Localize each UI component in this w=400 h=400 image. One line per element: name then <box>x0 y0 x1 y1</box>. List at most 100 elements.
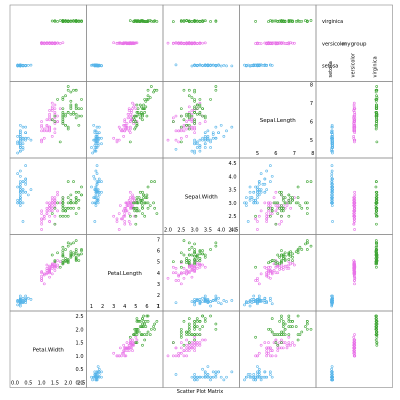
point-virginica-14-r3c0 <box>77 259 81 262</box>
point-virginica-49-r2c4 <box>374 201 378 205</box>
point-setosa-34-r3c2 <box>195 299 199 302</box>
point-virginica-29-r3c2 <box>193 251 196 255</box>
point-setosa-42-r2c3 <box>245 196 248 199</box>
point-setosa-47-r0c3 <box>248 64 252 68</box>
point-versicolor-26-r2c3 <box>289 206 293 210</box>
point-virginica-21-r1c1 <box>133 127 137 131</box>
point-virginica-46-r3c0 <box>64 260 67 264</box>
point-virginica-23-r2c0 <box>61 209 65 213</box>
point-setosa-40-r2c0 <box>21 188 25 191</box>
tick-label-x-PetalWidth-5: 2.5 <box>78 381 86 387</box>
point-setosa-18-r3c3 <box>269 296 272 300</box>
point-virginica-4-r4c1 <box>143 322 147 326</box>
point-virginica-38-r3c0 <box>61 262 65 266</box>
point-virginica-13-r2c3 <box>269 214 272 218</box>
point-virginica-26-r2c0 <box>61 206 65 210</box>
point-versicolor-21-r2c1 <box>123 206 127 210</box>
point-versicolor-46-r1c2 <box>190 125 194 129</box>
point-versicolor-23-r2c0 <box>45 206 49 210</box>
point-virginica-22-r1c0 <box>66 88 70 92</box>
point-versicolor-8-r3c2 <box>190 264 194 268</box>
point-versicolor-43-r3c4 <box>352 279 356 282</box>
point-versicolor-39-r1c2 <box>179 129 183 133</box>
point-virginica-35-r3c2 <box>193 248 196 251</box>
point-versicolor-34-r1c2 <box>193 131 196 135</box>
point-setosa-20-r1c1 <box>97 131 101 135</box>
point-virginica-17-r4c3 <box>305 322 309 326</box>
point-virginica-34-r3c3 <box>276 253 280 257</box>
point-versicolor-0-r1c1 <box>131 101 134 105</box>
point-setosa-47-r2c4 <box>330 196 333 199</box>
point-virginica-36-r3c2 <box>203 253 207 257</box>
point-virginica-40-r3c2 <box>195 253 199 257</box>
point-virginica-36-r2c0 <box>77 190 81 194</box>
point-virginica-47-r4c2 <box>193 327 196 331</box>
point-setosa-49-r0c1 <box>94 63 98 67</box>
point-setosa-43-r1c2 <box>206 138 210 142</box>
point-setosa-32-r3c2 <box>222 299 226 302</box>
point-versicolor-33-r2c0 <box>56 209 59 213</box>
point-setosa-46-r1c2 <box>214 136 218 140</box>
point-setosa-46-r1c1 <box>96 136 100 140</box>
point-versicolor-27-r0c1 <box>134 41 138 45</box>
point-versicolor-45-r4c1 <box>125 349 129 352</box>
point-setosa-15-r1c1 <box>95 125 99 129</box>
tick-label-y-SepalWidth-1: 2.5 <box>229 214 237 220</box>
tick-label-x-PetalLength-5: 6 <box>145 304 148 310</box>
tick-label-y-PetalLength-1: 2 <box>157 293 160 299</box>
point-versicolor-26-r4c4 <box>352 343 356 347</box>
point-setosa-40-r4c3 <box>256 373 259 376</box>
point-versicolor-49-r0c0 <box>48 41 51 45</box>
point-virginica-17-r2c3 <box>305 180 309 183</box>
point-virginica-46-r0c2 <box>179 19 183 23</box>
point-setosa-45-r4c4 <box>330 373 333 376</box>
point-versicolor-29-r3c0 <box>40 276 43 280</box>
point-virginica-49-r3c2 <box>193 259 196 262</box>
point-setosa-31-r2c3 <box>263 190 267 194</box>
point-setosa-18-r0c3 <box>269 63 272 67</box>
point-virginica-11-r4c1 <box>137 330 141 334</box>
tick-label-y-PetalWidth-0: 0.0 <box>76 381 84 387</box>
point-versicolor-26-r1c0 <box>50 105 54 109</box>
point-virginica-49-r1c2 <box>193 122 196 125</box>
point-setosa-20-r3c3 <box>263 296 267 300</box>
point-virginica-30-r2c3 <box>300 206 304 210</box>
point-virginica-44-r1c2 <box>201 107 204 111</box>
point-versicolor-39-r3c3 <box>265 271 269 275</box>
point-versicolor-36-r0c3 <box>287 42 291 46</box>
point-virginica-32-r1c0 <box>72 112 75 116</box>
point-virginica-6-r0c0 <box>58 19 62 22</box>
point-virginica-40-r2c1 <box>141 198 144 202</box>
point-setosa-34-r4c2 <box>195 375 199 379</box>
point-setosa-42-r3c3 <box>245 301 248 305</box>
point-setosa-48-r0c3 <box>261 63 265 67</box>
point-versicolor-18-r0c2 <box>171 42 175 45</box>
point-versicolor-42-r2c0 <box>45 212 49 215</box>
point-virginica-6-r3c4 <box>375 265 378 269</box>
point-versicolor-33-r0c1 <box>135 41 139 45</box>
point-setosa-32-r2c3 <box>259 172 263 175</box>
point-setosa-45-r4c2 <box>193 373 196 376</box>
point-virginica-4-r2c0 <box>72 201 75 205</box>
tick-label-y-PetalLength-6: 7 <box>157 238 160 244</box>
point-versicolor-3-r3c2 <box>174 271 178 275</box>
point-versicolor-41-r4c2 <box>193 343 196 347</box>
point-virginica-33-r2c4 <box>375 206 379 210</box>
point-setosa-49-r3c0 <box>18 300 22 303</box>
point-setosa-49-r4c3 <box>256 375 259 379</box>
point-virginica-49-r3c0 <box>61 259 65 262</box>
point-setosa-43-r4c2 <box>206 365 210 368</box>
point-setosa-40-r3c2 <box>206 301 210 305</box>
point-setosa-43-r0c0 <box>29 63 33 67</box>
point-setosa-47-r2c3 <box>248 196 252 199</box>
point-setosa-36-r4c3 <box>265 375 269 379</box>
point-versicolor-42-r4c2 <box>182 349 186 352</box>
point-setosa-34-r3c3 <box>254 299 257 302</box>
point-setosa-36-r1c2 <box>206 129 210 133</box>
point-versicolor-20-r2c4 <box>353 196 356 199</box>
point-setosa-48-r2c3 <box>261 182 265 186</box>
tick-label-y-SepalWidth-2: 3.0 <box>229 201 237 207</box>
point-setosa-46-r0c2 <box>214 63 218 67</box>
point-virginica-33-r4c2 <box>187 341 191 344</box>
point-setosa-18-r1c1 <box>97 125 101 129</box>
